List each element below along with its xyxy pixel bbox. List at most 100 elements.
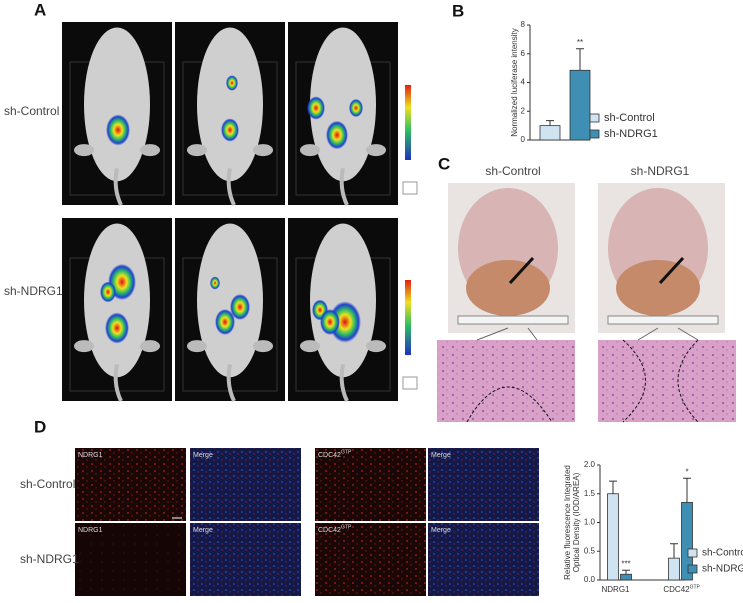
mouse-leg (300, 144, 320, 157)
x-tick-label: CDC42 (663, 585, 690, 594)
legend-label: sh-Control (702, 548, 743, 559)
mouse-body (84, 223, 150, 378)
panel-label: C (438, 154, 450, 173)
y-tick-label: 0.0 (584, 575, 596, 584)
significance: * (685, 467, 688, 476)
panel-label: B (452, 1, 464, 20)
legend-label: sh-Control (604, 112, 655, 124)
mouse-body (310, 223, 376, 378)
mouse-leg (366, 340, 386, 353)
mouse-tail (113, 364, 123, 402)
row-label: sh-NDRG1 (4, 284, 63, 298)
error-bar (622, 569, 630, 575)
bioluminescence (307, 96, 325, 120)
bar (620, 573, 632, 581)
column-label: sh-Control (485, 164, 540, 178)
column-label: sh-NDRG1 (631, 164, 690, 178)
image-layer (62, 22, 736, 596)
bioluminescence (105, 312, 129, 344)
mouse-tail (339, 168, 349, 206)
error-bar (576, 48, 584, 71)
histology (437, 340, 575, 422)
ruler (607, 315, 719, 325)
x-tick-label-sup: GTP (690, 584, 701, 590)
tumor-boundary (466, 386, 553, 423)
bioluminescence (326, 120, 348, 150)
bioluminescence (100, 281, 116, 303)
image-label: NDRG1 (78, 452, 103, 459)
bioluminescence (106, 114, 130, 146)
y-tick-label: 1.0 (584, 518, 596, 527)
mouse-body (197, 27, 263, 182)
mouse-leg (74, 340, 94, 353)
mouse-leg (74, 144, 94, 157)
mouse-leg (253, 340, 273, 353)
fluorescence-image (75, 523, 186, 596)
mouse-tail (226, 364, 236, 402)
tumor-boundary (622, 339, 699, 423)
arrow (508, 256, 535, 285)
image-label: CDC42 (318, 452, 341, 459)
bioluminescence (221, 118, 239, 142)
y-axis-label: Normalized luciferase intensity (510, 28, 519, 137)
row-label: sh-Control (4, 104, 59, 118)
image-label-sup: GTP (341, 449, 352, 455)
y-tick-label: 1.5 (584, 489, 596, 498)
y-tick-label: 2.0 (584, 460, 596, 469)
mouse-tail (339, 364, 349, 402)
image-label: Merge (193, 452, 213, 459)
mouse-body (197, 223, 263, 378)
y-tick-label: 0.5 (584, 546, 596, 555)
bar (539, 125, 561, 141)
mouse-tail (226, 168, 236, 206)
mouse-leg (140, 144, 160, 157)
error-bar (670, 543, 678, 559)
colorbar (405, 85, 411, 160)
y-tick-label: 2 (521, 106, 526, 115)
image-label: Merge (431, 527, 451, 534)
bioluminescence (226, 75, 238, 91)
mouse-leg (366, 144, 386, 157)
mouse-leg (300, 340, 320, 353)
error-bar (683, 477, 691, 503)
y-tick-label: 4 (521, 78, 526, 87)
bioluminescence (320, 309, 340, 335)
colorbar-note (402, 181, 418, 195)
image-label: CDC42 (318, 527, 341, 534)
mouse-leg (187, 144, 207, 157)
legend-label: sh-NDRG1 (604, 128, 658, 140)
bar (607, 493, 619, 581)
bar (668, 557, 680, 581)
row-label: sh-Control (20, 477, 75, 491)
tissue (616, 260, 700, 316)
bioluminescence (230, 294, 250, 320)
image-label-sup: GTP (341, 524, 352, 530)
error-bar (609, 480, 617, 494)
bioluminescence (329, 301, 361, 343)
image-label: Merge (193, 527, 213, 534)
mouse-tail (113, 168, 123, 206)
legend-label: sh-NDRG1 (702, 564, 743, 575)
tissue (466, 260, 550, 316)
x-tick-label: NDRG1 (601, 585, 630, 594)
fluorescence-image (428, 523, 539, 596)
legend-swatch (589, 129, 600, 139)
legend-swatch (687, 564, 698, 574)
legend-swatch (589, 113, 600, 123)
image-label: NDRG1 (78, 527, 103, 534)
colorbar-note (402, 376, 418, 390)
fluorescence-image (75, 448, 186, 521)
fluorescence-image (315, 523, 426, 596)
significance: ** (577, 38, 583, 47)
zoom-lines (476, 327, 538, 341)
bioluminescence (349, 98, 363, 118)
panel-label: D (34, 417, 46, 436)
row-label: sh-NDRG1 (20, 552, 79, 566)
bioluminescence (215, 309, 235, 335)
bar (569, 69, 591, 141)
zoom-lines (637, 327, 699, 341)
error-bar (546, 120, 554, 126)
colorbar (405, 280, 411, 355)
y-axis-label: Relative fluorescence Integrated (563, 465, 572, 580)
